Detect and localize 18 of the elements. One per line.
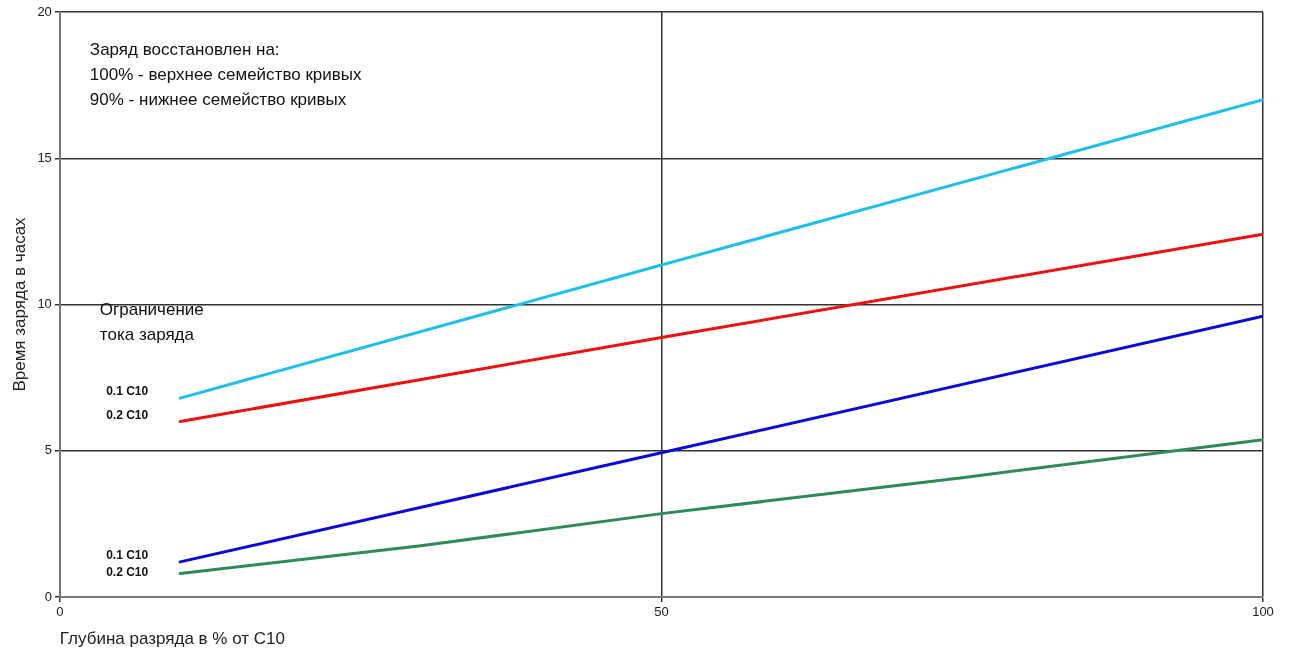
x-tick-label: 100 [1252,604,1274,620]
y-axis-title: Время заряда в часах [9,216,29,392]
text: 0.1 C10 [106,548,149,563]
annotation: 90% - нижнее семейство кривых [89,89,347,109]
text: 0.2 C10 [106,565,149,580]
annotation: Ограничение тока заряда [99,300,204,345]
annotation: 100% - верхнее семейство кривых [89,64,363,84]
text: 0.2 C10 [106,407,149,422]
y-tick-label: 15 [37,149,52,165]
text: 0.1 C10 [106,384,149,399]
x-axis-title: Глубина разряда в % от С10 [59,629,285,649]
annotation: Заряд восстановлен на: [89,39,280,59]
y-tick-label: 5 [44,442,52,458]
x-tick-label: 0 [56,604,64,620]
x-tick-label: 50 [654,604,669,620]
y-tick-label: 0 [44,588,52,604]
y-tick-label: 20 [37,3,52,19]
y-tick-label: 10 [37,296,52,312]
